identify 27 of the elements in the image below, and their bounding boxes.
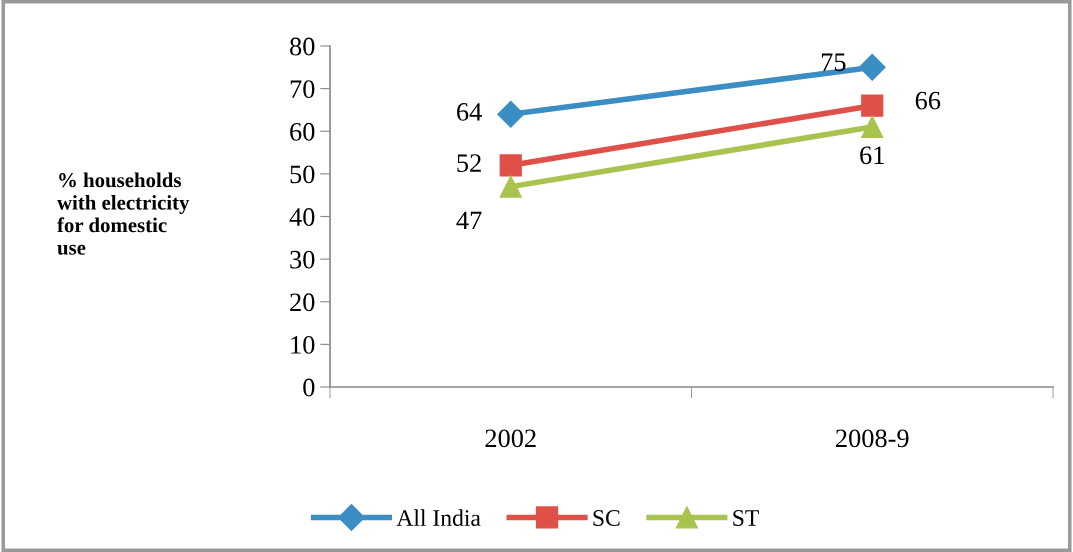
legend-label: ST — [733, 510, 759, 526]
point — [497, 100, 525, 128]
legend-label: SC — [593, 510, 620, 526]
y-tick-label: 60 — [290, 122, 315, 141]
legend-label: All India — [396, 509, 481, 526]
y-tick-label: 20 — [290, 293, 315, 312]
x-tick-label: 2002 — [485, 429, 536, 448]
data-label: 61 — [860, 146, 884, 165]
point — [499, 154, 522, 177]
point — [861, 94, 884, 117]
data-label: 66 — [915, 91, 941, 110]
data-label: 64 — [457, 103, 482, 121]
y-tick-label: 40 — [289, 208, 315, 226]
y-tick-label: 80 — [290, 37, 315, 56]
y-axis-title: % households with electricity for domestic use — [57, 172, 190, 255]
y-tick-label: 50 — [290, 165, 315, 184]
y-tick-label: 0 — [303, 378, 315, 397]
x-tick-label: 2008-9 — [836, 429, 909, 448]
point — [861, 115, 884, 139]
point — [499, 175, 522, 198]
data-label: 52 — [457, 154, 481, 172]
data-label: 47 — [456, 211, 482, 230]
point — [858, 53, 886, 81]
data-label: 75 — [821, 53, 846, 72]
y-tick-label: 30 — [290, 250, 315, 269]
y-tick-label: 10 — [291, 335, 315, 354]
y-tick-label: 70 — [290, 80, 315, 99]
